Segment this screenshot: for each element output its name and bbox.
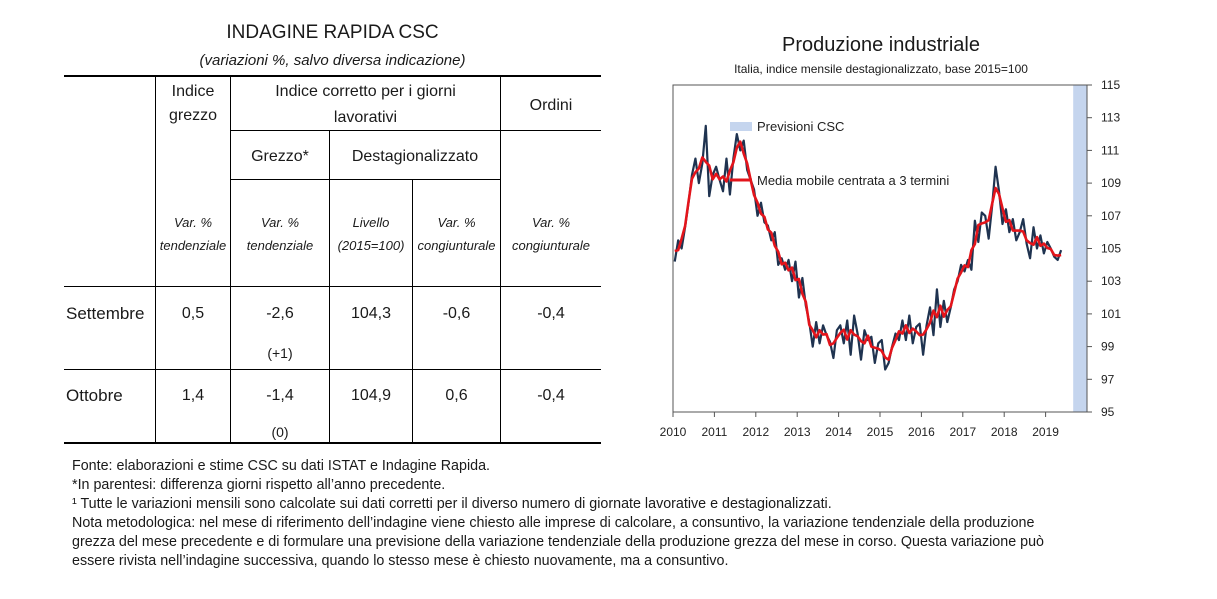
- legend-label-forecast: Previsioni CSC: [757, 119, 844, 134]
- row2-col4: 0,6: [445, 387, 468, 404]
- subheader-col1-line1: Var. %: [173, 215, 213, 230]
- subheader-col3-line1: Livello: [352, 215, 390, 230]
- plot-frame: [672, 84, 1088, 413]
- row2-col2-paren: (0): [271, 424, 289, 440]
- x-tick-label: 2011: [701, 425, 727, 439]
- subheader-col1-line2: tendenziale: [159, 238, 227, 253]
- x-tick-label: 2015: [867, 425, 894, 439]
- table-top-rule: [64, 75, 601, 77]
- header-indice-grezzo: Indice grezzo: [156, 80, 230, 128]
- row1-col5: -0,4: [537, 305, 565, 322]
- x-tick-label: 2016: [908, 425, 935, 439]
- header-destagionalizzato: Destagionalizzato: [351, 148, 479, 165]
- x-tick-label: 2017: [949, 425, 976, 439]
- header-corretto-line2: lavorativi: [333, 109, 398, 126]
- subheader-col4: Var. % congiunturale: [413, 211, 500, 257]
- subheader-col4-line1: Var. %: [437, 215, 476, 230]
- y-tick-label: 101: [1101, 307, 1121, 321]
- x-tick-label: 2018: [991, 425, 1018, 439]
- y-tick-label: 113: [1101, 111, 1120, 125]
- vrule-5: [500, 76, 501, 443]
- note-metodologica-2: grezza del mese precedente e di formular…: [72, 534, 1044, 550]
- table-bottom-rule: [64, 442, 601, 444]
- row1-col2-paren: (+1): [267, 345, 293, 361]
- x-tick-label: 2012: [742, 425, 769, 439]
- rule-row1-bottom: [64, 369, 601, 370]
- subheader-col5-line1: Var. %: [531, 215, 571, 230]
- y-tick-label: 115: [1101, 78, 1120, 92]
- row1-col4: -0,6: [442, 305, 471, 322]
- row-label-settembre: Settembre: [66, 304, 145, 323]
- note-variazioni: ¹ Tutte le variazioni mensili sono calco…: [72, 496, 832, 512]
- row-label-ottobre: Ottobre: [66, 386, 123, 405]
- rule-sub-under: [230, 179, 500, 180]
- y-tick-label: 109: [1101, 176, 1121, 190]
- x-tick-label: 2019: [1032, 425, 1059, 439]
- note-metodologica-1: Nota metodologica: nel mese di riferimen…: [72, 515, 1035, 531]
- subheader-col5-line2: congiunturale: [511, 238, 591, 253]
- row2-col2: -1,4: [266, 387, 294, 404]
- table-title: INDAGINE RAPIDA CSC: [226, 22, 439, 43]
- y-tick-label: 105: [1101, 242, 1121, 256]
- subheader-col4-line2: congiunturale: [417, 238, 496, 253]
- subheader-col1: Var. % tendenziale: [156, 211, 230, 257]
- header-ordini: Ordini: [529, 97, 573, 114]
- subheader-col3-line2: (2015=100): [337, 238, 405, 253]
- header-indice-corretto: Indice corretto per i giorni lavorativi: [231, 79, 500, 131]
- row1-col2: -2,6: [266, 305, 294, 322]
- chart-title: Produzione industriale: [782, 34, 980, 56]
- subheader-col2: Var. % tendenziale: [231, 211, 329, 257]
- header-corretto-line1: Indice corretto per i giorni: [275, 83, 456, 100]
- row2-col1: 1,4: [181, 387, 205, 404]
- legend-label-moving-average: Media mobile centrata a 3 termini: [757, 173, 949, 188]
- row1-col1: 0,5: [181, 305, 205, 322]
- header-indice-grezzo-line1: Indice: [171, 83, 215, 100]
- note-metodologica-3: essere rivista nell’indagine successiva,…: [72, 553, 729, 569]
- vrule-3: [329, 131, 330, 443]
- note-parentesi: *In parentesi: differenza giorni rispett…: [72, 477, 446, 493]
- subheader-col2-line1: Var. %: [260, 215, 300, 230]
- vrule-1: [155, 76, 156, 443]
- series-line-moving-average: [674, 140, 1062, 361]
- subheader-col5: Var. % congiunturale: [501, 211, 601, 257]
- y-tick-label: 107: [1101, 209, 1121, 223]
- subheader-col3: Livello (2015=100): [330, 211, 412, 257]
- forecast-band: [1073, 85, 1087, 412]
- x-tick-label: 2010: [660, 425, 687, 439]
- x-tick-label: 2014: [825, 425, 852, 439]
- header-grezzo-star: Grezzo*: [251, 148, 309, 165]
- vrule-2: [230, 76, 231, 443]
- x-tick-label: 2013: [784, 425, 811, 439]
- subheader-col2-line2: tendenziale: [246, 238, 314, 253]
- vrule-4: [412, 180, 413, 443]
- chart-subtitle: Italia, indice mensile destagionalizzato…: [734, 62, 1028, 76]
- rule-corretto-under: [230, 130, 601, 131]
- y-tick-label: 111: [1101, 143, 1120, 157]
- row2-col3: 104,9: [350, 387, 392, 404]
- y-tick-label: 97: [1101, 372, 1115, 386]
- note-fonte: Fonte: elaborazioni e stime CSC su dati …: [72, 458, 491, 474]
- row2-col5: -0,4: [537, 387, 565, 404]
- legend-swatch-forecast: [730, 122, 752, 131]
- footnotes: Fonte: elaborazioni e stime CSC su dati …: [72, 457, 1182, 571]
- y-tick-label: 99: [1101, 340, 1115, 354]
- rule-header-bottom: [64, 286, 601, 287]
- header-indice-grezzo-line2: grezzo: [168, 107, 218, 124]
- y-tick-label: 103: [1101, 274, 1121, 288]
- table-subtitle: (variazioni %, salvo diversa indicazione…: [199, 52, 466, 69]
- y-tick-label: 95: [1101, 405, 1115, 419]
- row1-col3: 104,3: [350, 305, 392, 322]
